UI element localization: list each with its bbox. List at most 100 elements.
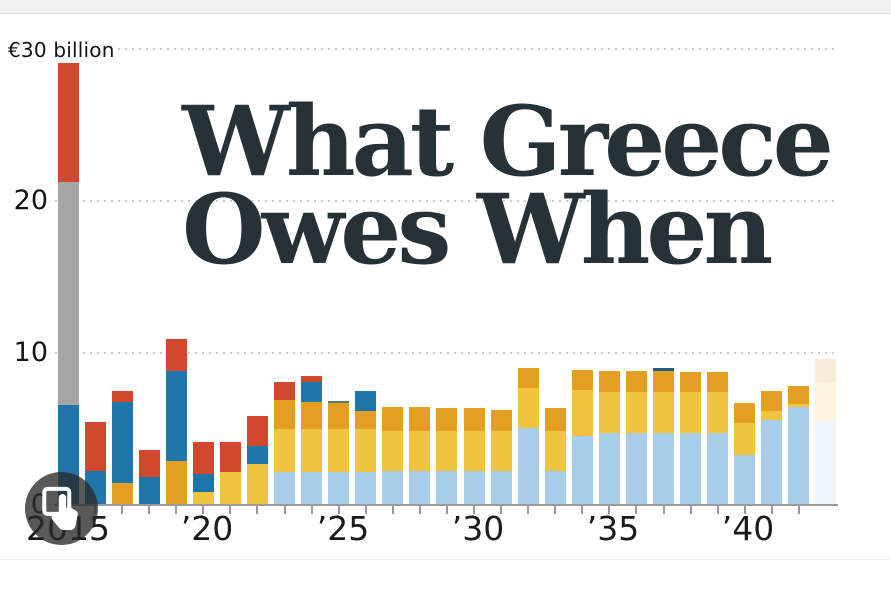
bar-2025 (328, 401, 349, 504)
y-axis-label-20: 20 (13, 185, 48, 216)
segment-2016-red (85, 422, 106, 471)
bar-2019 (166, 339, 187, 504)
x-axis-label-40: ’40 (721, 509, 775, 548)
segment-2021-red (220, 442, 241, 472)
bar-2024 (301, 376, 322, 504)
tick-2026 (365, 506, 367, 514)
x-axis-label-25: ’25 (316, 509, 370, 548)
segment-2020-yellow (193, 492, 214, 504)
bar-2043 (815, 359, 836, 504)
segment-2036-orange (626, 371, 647, 392)
segment-2031-yellow (491, 431, 512, 471)
tick-2034 (581, 506, 583, 514)
segment-2023-orange (274, 400, 295, 429)
segment-2038-yellow (680, 392, 701, 433)
tick-2018 (148, 506, 150, 514)
segment-2031-orange (491, 410, 512, 431)
segment-2042-yellow (788, 404, 809, 407)
segment-2025-yellow (328, 429, 349, 472)
segment-2020-red (193, 442, 214, 474)
bar-2034 (572, 370, 593, 504)
segment-2030-orange (464, 408, 485, 431)
segment-2032-orange (518, 368, 539, 388)
segment-2039-orange (707, 372, 728, 392)
segment-2027-yellow (382, 431, 403, 471)
segment-2026-orange (355, 411, 376, 429)
segment-2032-yellow (518, 388, 539, 428)
segment-2042-lightblue (788, 407, 809, 504)
segment-2026-yellow (355, 429, 376, 472)
bar-2039 (707, 372, 728, 504)
segment-2041-orange (761, 391, 782, 411)
gridline-30 (118, 48, 838, 50)
tick-2039 (717, 506, 719, 514)
segment-2021-yellow (220, 472, 241, 504)
segment-2028-lightblue (409, 471, 430, 504)
segment-2026-blue (355, 391, 376, 411)
tick-2032 (527, 506, 529, 514)
tick-2025 (338, 506, 340, 514)
bar-2030 (464, 408, 485, 504)
segment-2043-yellow (815, 382, 836, 420)
segment-2034-yellow (572, 390, 593, 436)
bar-2032 (518, 368, 539, 504)
segment-2022-blue (247, 446, 268, 464)
bar-2031 (491, 410, 512, 504)
segment-2023-yellow (274, 429, 295, 472)
tick-2030 (473, 506, 475, 514)
bar-2018 (139, 450, 160, 504)
bar-2017 (112, 391, 133, 504)
segment-2036-yellow (626, 392, 647, 433)
bar-2028 (409, 407, 430, 504)
segment-2033-lightblue (545, 471, 566, 504)
click-indicator-overlay (25, 472, 98, 545)
page-bottom-divider (0, 559, 891, 560)
segment-2037-lightblue (653, 433, 674, 504)
segment-2035-yellow (599, 392, 620, 433)
gridline-10 (55, 352, 838, 354)
segment-2030-lightblue (464, 471, 485, 504)
bar-2042 (788, 386, 809, 504)
x-axis-label-35: ’35 (586, 509, 640, 548)
segment-2036-lightblue (626, 433, 647, 504)
bar-2015 (58, 63, 79, 504)
segment-2043-orange (815, 359, 836, 382)
segment-2018-blue (139, 477, 160, 504)
tick-2029 (446, 506, 448, 514)
y-axis-label-10: 10 (13, 337, 48, 368)
segment-2030-yellow (464, 431, 485, 471)
segment-2023-lightblue (274, 472, 295, 504)
x-axis-line (55, 504, 838, 506)
segment-2039-lightblue (707, 433, 728, 504)
segment-2017-orange (112, 483, 133, 504)
tick-2027 (392, 506, 394, 514)
segment-2040-lightblue (734, 455, 755, 504)
segment-2017-red (112, 391, 133, 402)
tick-2031 (500, 506, 502, 514)
bar-2027 (382, 407, 403, 504)
segment-2031-lightblue (491, 471, 512, 504)
segment-2037-yellow (653, 392, 674, 433)
tick-2017 (121, 506, 123, 514)
segment-2034-orange (572, 370, 593, 390)
segment-2024-lightblue (301, 472, 322, 504)
x-axis-label-20: ’20 (180, 509, 234, 548)
segment-2020-blue (193, 474, 214, 492)
bar-2036 (626, 371, 647, 504)
x-axis-label-30: ’30 (451, 509, 505, 548)
segment-2019-blue (166, 371, 187, 461)
tick-2021 (229, 506, 231, 514)
segment-2025-orange (328, 403, 349, 429)
segment-2033-yellow (545, 431, 566, 471)
segment-2034-lightblue (572, 436, 593, 504)
segment-2029-yellow (436, 431, 457, 471)
segment-2027-orange (382, 407, 403, 431)
tick-2041 (771, 506, 773, 514)
y-axis-top-label: €30 billion (8, 38, 115, 62)
tick-2037 (663, 506, 665, 514)
tick-2040 (744, 506, 746, 514)
chart-title-line1: What Greece (182, 85, 834, 198)
bar-2041 (761, 391, 782, 504)
segment-2042-orange (788, 386, 809, 404)
